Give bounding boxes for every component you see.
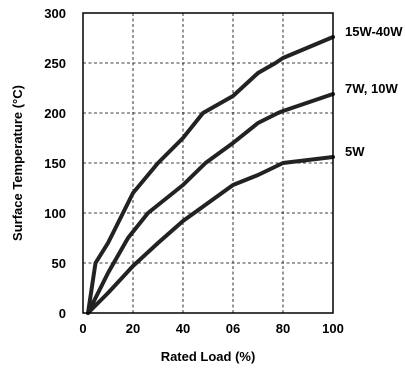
x-tick-label: 20 xyxy=(126,321,140,336)
series-line xyxy=(86,155,335,315)
series-labels: 15W-40W 7W, 10W 5W xyxy=(345,24,403,159)
y-tick-label: 0 xyxy=(59,306,66,321)
series-label: 7W, 10W xyxy=(345,81,398,96)
y-tick-label: 100 xyxy=(44,206,66,221)
plot-frame xyxy=(82,12,334,314)
curve-layer xyxy=(86,35,335,315)
y-axis-title: Surface Temperature (°C) xyxy=(10,85,25,241)
series-line xyxy=(86,92,335,315)
y-tick-label: 150 xyxy=(44,156,66,171)
series-label: 15W-40W xyxy=(345,24,403,39)
x-tick-labels: 0 20 40 06 80 100 xyxy=(79,321,343,336)
x-tick-label: 40 xyxy=(176,321,190,336)
y-tick-labels: 0 50 100 150 200 250 300 xyxy=(44,6,66,321)
x-tick-label: 100 xyxy=(322,321,344,336)
x-tick-label: 06 xyxy=(226,321,240,336)
y-tick-label: 250 xyxy=(44,56,66,71)
y-tick-label: 50 xyxy=(52,256,66,271)
x-tick-label: 80 xyxy=(276,321,290,336)
x-axis-title: Rated Load (%) xyxy=(161,349,256,364)
series-label: 5W xyxy=(345,144,365,159)
x-tick-label: 0 xyxy=(79,321,86,336)
series-line xyxy=(86,35,335,315)
y-tick-label: 200 xyxy=(44,106,66,121)
y-tick-label: 300 xyxy=(44,6,66,21)
